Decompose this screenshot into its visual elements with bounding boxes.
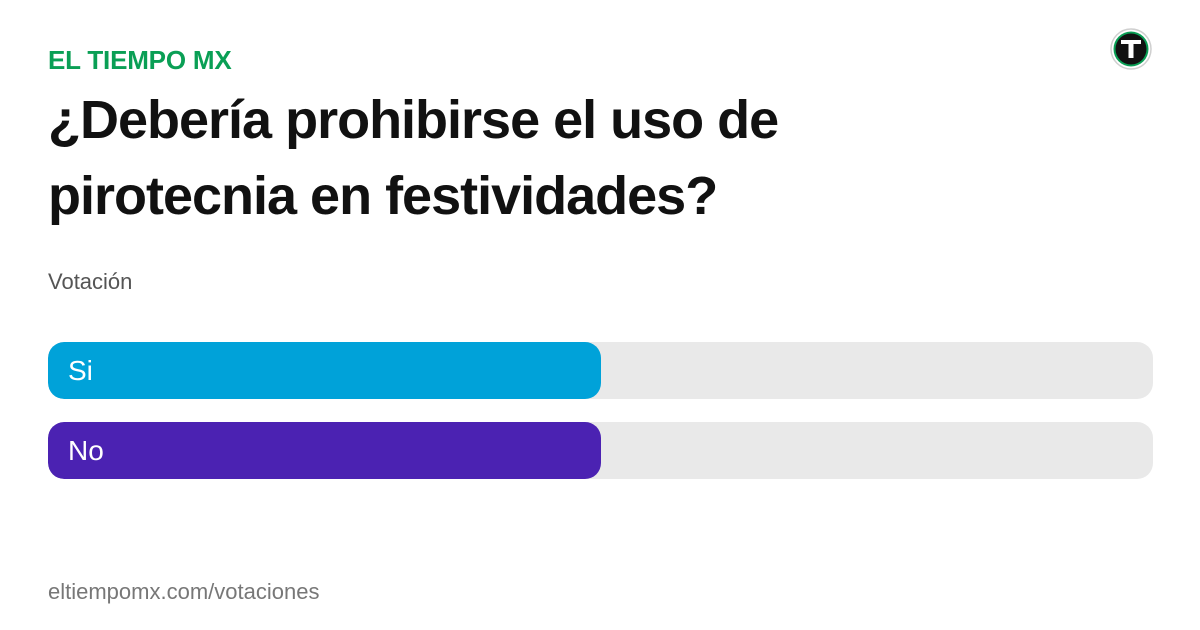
poll-option-no-label: No bbox=[68, 435, 104, 466]
poll-option-no[interactable]: No bbox=[48, 422, 1153, 479]
logo-t-stem bbox=[1128, 40, 1134, 58]
poll-subtitle: Votación bbox=[48, 269, 133, 294]
footer-url[interactable]: eltiempomx.com/votaciones bbox=[48, 579, 320, 604]
brand-name: EL TIEMPO MX bbox=[48, 45, 232, 75]
poll-question-line-1: ¿Debería prohibirse el uso de bbox=[48, 90, 779, 150]
poll-option-no-fill bbox=[48, 422, 601, 479]
poll-question-line-2: pirotecnia en festividades? bbox=[48, 166, 718, 226]
poll-options: Si No bbox=[48, 342, 1153, 502]
poll-option-si-fill bbox=[48, 342, 601, 399]
poll-option-si[interactable]: Si bbox=[48, 342, 1153, 399]
poll-option-si-label: Si bbox=[68, 355, 93, 386]
el-tiempo-logo-icon bbox=[1110, 28, 1152, 70]
poll-question: ¿Debería prohibirse el uso de pirotecnia… bbox=[48, 82, 1048, 234]
